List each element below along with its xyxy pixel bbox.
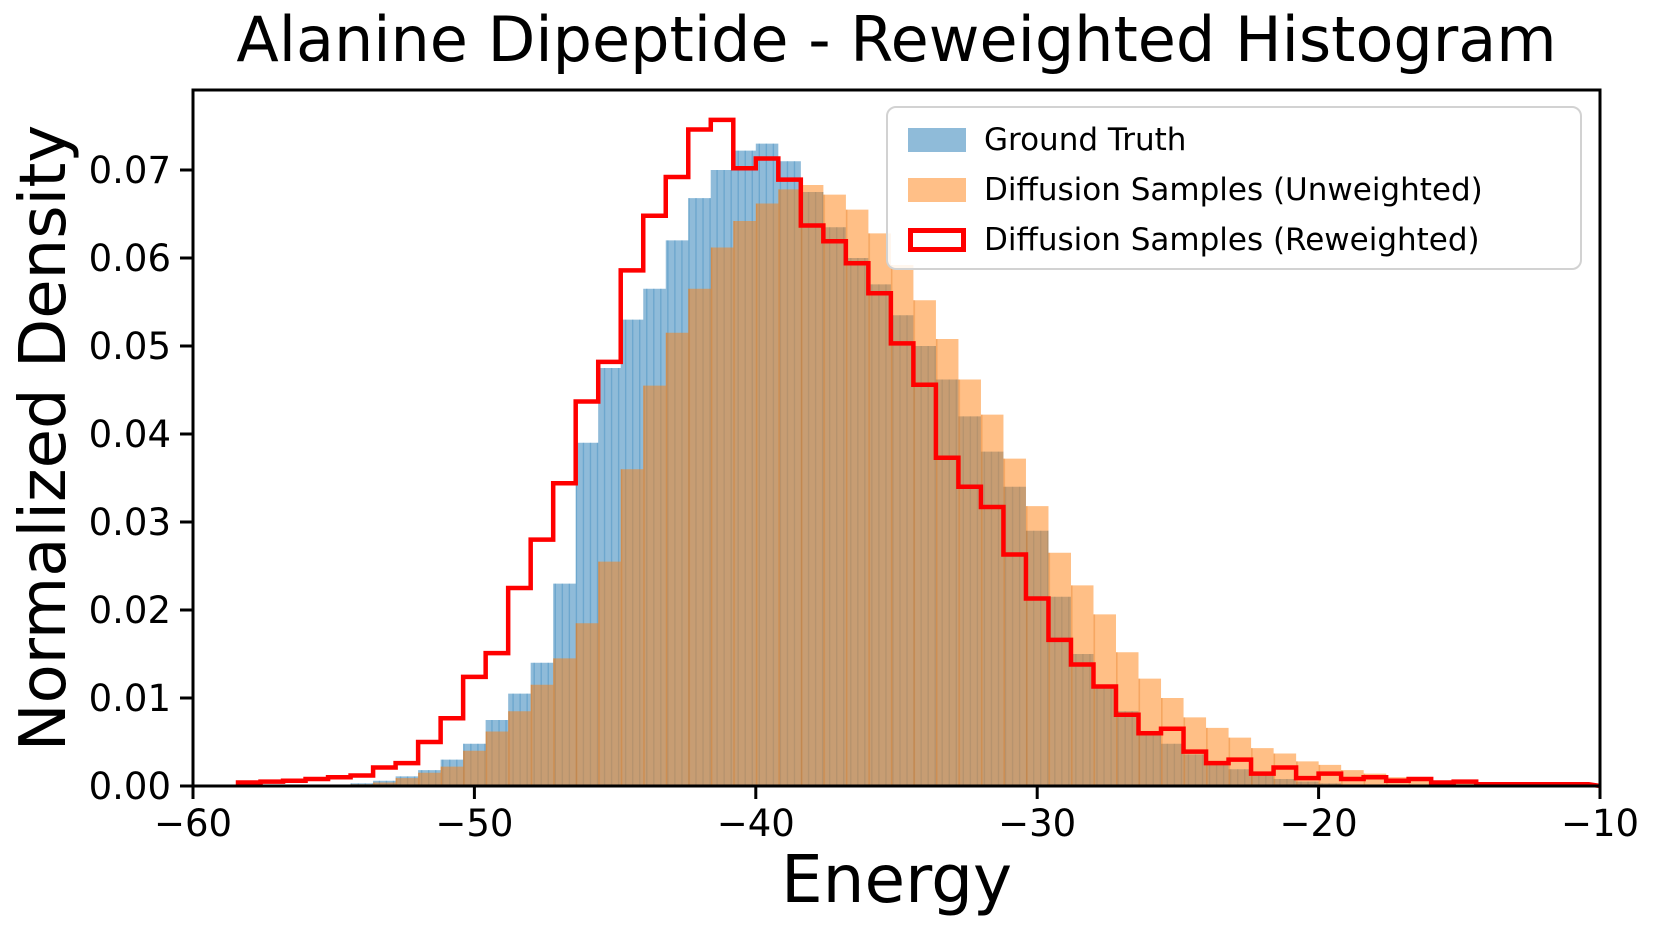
legend-swatch-2	[908, 178, 966, 202]
legend: Ground Truth Diffusion Samples (Unweighte…	[886, 106, 1582, 270]
histogram-fills	[238, 143, 1600, 787]
y-tick-label: 0.06	[89, 237, 171, 280]
chart-title: Alanine Dipeptide - Reweighted Histogram	[236, 3, 1557, 76]
x-axis-label: Energy	[780, 841, 1013, 918]
x-tick-label: −30	[998, 802, 1076, 845]
unweighted-bar-edges	[238, 184, 1600, 786]
y-tick-label: 0.00	[89, 765, 171, 808]
x-tick-label: −10	[1561, 802, 1639, 845]
legend-label-3: Diffusion Samples (Reweighted)	[984, 222, 1480, 258]
y-tick-label: 0.03	[89, 501, 171, 544]
legend-entry-1: Ground Truth	[888, 115, 1580, 165]
y-tick-label: 0.04	[89, 413, 171, 456]
y-tick-label: 0.05	[89, 325, 171, 368]
legend-label-1: Ground Truth	[984, 122, 1187, 158]
x-axis-ticks: −60 −50 −40 −30 −20 −10	[154, 786, 1639, 845]
y-tick-label: 0.02	[89, 589, 171, 632]
legend-label-2: Diffusion Samples (Unweighted)	[984, 172, 1483, 208]
y-tick-label: 0.07	[89, 149, 171, 192]
y-tick-label: 0.01	[89, 677, 171, 720]
x-tick-label: −20	[1280, 802, 1358, 845]
legend-swatch-3	[908, 228, 966, 252]
x-tick-label: −40	[717, 802, 795, 845]
reweighted-step-line	[235, 117, 1601, 789]
legend-entry-2: Diffusion Samples (Unweighted)	[888, 165, 1580, 215]
x-tick-label: −60	[154, 802, 232, 845]
x-tick-label: −50	[435, 802, 513, 845]
axes-frame	[191, 88, 1602, 788]
y-axis-ticks: 0.00 0.01 0.02 0.03 0.04 0.05 0.06 0.07	[89, 149, 193, 808]
legend-swatch-1	[908, 128, 966, 152]
legend-entry-3: Diffusion Samples (Reweighted)	[888, 215, 1580, 265]
